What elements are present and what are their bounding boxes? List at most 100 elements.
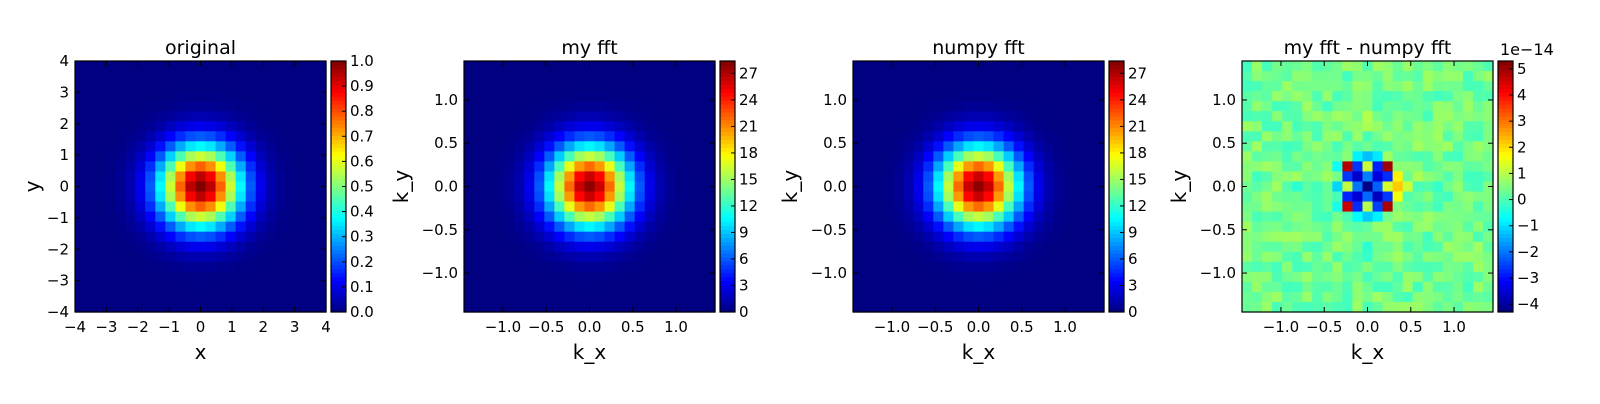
- heatmap-cell: [1013, 211, 1025, 223]
- heatmap-cell: [295, 201, 307, 213]
- heatmap-cell: [1472, 151, 1484, 162]
- heatmap-cell: [285, 261, 297, 273]
- heatmap-cell: [295, 281, 307, 293]
- heatmap-cell: [85, 301, 96, 313]
- heatmap-cell: [1332, 121, 1343, 132]
- heatmap-cell: [115, 281, 126, 293]
- heatmap-cell: [674, 211, 686, 223]
- colorbar-segment: [331, 186, 346, 191]
- heatmap-cell: [1282, 291, 1293, 303]
- heatmap-cell: [265, 171, 277, 183]
- heatmap-cell: [225, 71, 237, 82]
- heatmap-cell: [255, 161, 267, 173]
- x-tick-label: −1: [158, 318, 180, 336]
- heatmap-cell: [943, 221, 954, 233]
- heatmap-cell: [654, 291, 666, 303]
- heatmap-cell: [484, 291, 495, 303]
- heatmap-cell: [315, 261, 327, 273]
- heatmap-cell: [1003, 271, 1015, 283]
- heatmap-cell: [175, 231, 187, 243]
- heatmap-cell: [1332, 171, 1343, 183]
- heatmap-cell: [863, 81, 874, 92]
- heatmap-cell: [1482, 291, 1494, 303]
- heatmap-cell: [1472, 81, 1484, 92]
- heatmap-cell: [594, 201, 606, 213]
- colorbar-tick-label: 3: [1128, 276, 1138, 294]
- heatmap-cell: [853, 211, 864, 223]
- heatmap-cell: [1242, 91, 1253, 102]
- heatmap-cell: [544, 241, 555, 253]
- heatmap-cell: [564, 141, 576, 152]
- heatmap-cell: [195, 241, 207, 253]
- x-tick-label: 2: [258, 318, 268, 336]
- heatmap-cell: [1292, 261, 1303, 273]
- heatmap-cell: [225, 141, 237, 152]
- heatmap-cell: [1482, 241, 1494, 253]
- colorbar-segment: [1498, 308, 1513, 313]
- heatmap-cell: [255, 201, 267, 213]
- colorbar-segment: [1498, 162, 1513, 168]
- heatmap-cell: [235, 121, 247, 132]
- heatmap-cell: [1392, 301, 1404, 313]
- heatmap-cell: [245, 81, 257, 92]
- heatmap-cell: [464, 151, 475, 162]
- heatmap-cell: [1422, 81, 1434, 92]
- heatmap-cell: [963, 301, 975, 313]
- heatmap-cell: [514, 131, 525, 142]
- heatmap-cell: [85, 231, 96, 243]
- heatmap-cell: [903, 191, 914, 203]
- heatmap-cell: [1402, 261, 1414, 273]
- heatmap-cell: [903, 261, 914, 273]
- heatmap-cell: [1312, 231, 1323, 243]
- heatmap-cell: [1023, 191, 1035, 203]
- heatmap-cell: [1392, 91, 1404, 102]
- heatmap-cell: [1083, 221, 1095, 233]
- x-tick-label: 0: [196, 318, 206, 336]
- heatmap-cell: [1402, 191, 1414, 203]
- heatmap-cell: [694, 61, 706, 72]
- heatmap-cell: [1242, 161, 1253, 173]
- heatmap-cell: [923, 151, 934, 162]
- heatmap-cell: [624, 111, 636, 122]
- colorbar-segment: [1109, 174, 1124, 180]
- heatmap-cell: [634, 201, 646, 213]
- colorbar-segment: [1109, 127, 1124, 133]
- heatmap-cell: [953, 141, 965, 152]
- heatmap-cell: [1482, 281, 1494, 293]
- colorbar-segment: [720, 127, 735, 133]
- heatmap-cell: [1412, 101, 1424, 112]
- heatmap-cell: [694, 201, 706, 213]
- heatmap-cell: [903, 301, 914, 313]
- heatmap-cell: [175, 201, 187, 213]
- heatmap-cell: [1093, 141, 1105, 152]
- heatmap-cell: [105, 111, 116, 122]
- heatmap-cell: [893, 291, 904, 303]
- heatmap-cell: [1452, 71, 1464, 82]
- heatmap-cell: [85, 181, 96, 193]
- heatmap-cell: [255, 241, 267, 253]
- heatmap-cell: [295, 121, 307, 132]
- heatmap-cell: [1452, 241, 1464, 253]
- heatmap-cell: [225, 301, 237, 313]
- heatmap-cell: [853, 111, 864, 122]
- heatmap-cell: [654, 131, 666, 142]
- heatmap-cell: [1372, 211, 1384, 223]
- heatmap-cell: [1013, 191, 1025, 203]
- heatmap-cell: [265, 251, 277, 263]
- heatmap-cell: [1312, 271, 1323, 283]
- heatmap-cell: [903, 101, 914, 112]
- heatmap-cell: [1412, 151, 1424, 162]
- heatmap-cell: [265, 291, 277, 303]
- colorbar-segment: [1109, 123, 1124, 129]
- heatmap-cell: [1033, 171, 1045, 183]
- heatmap-cell: [923, 211, 934, 223]
- colorbar-segment: [331, 284, 346, 289]
- heatmap-cell: [1282, 221, 1293, 233]
- heatmap-cell: [265, 241, 277, 253]
- heatmap-cell: [265, 301, 277, 313]
- heatmap-cell: [624, 151, 636, 162]
- heatmap-cell: [1312, 121, 1323, 132]
- heatmap-cell: [1282, 271, 1293, 283]
- heatmap-cell: [1003, 151, 1015, 162]
- heatmap-cell: [624, 211, 636, 223]
